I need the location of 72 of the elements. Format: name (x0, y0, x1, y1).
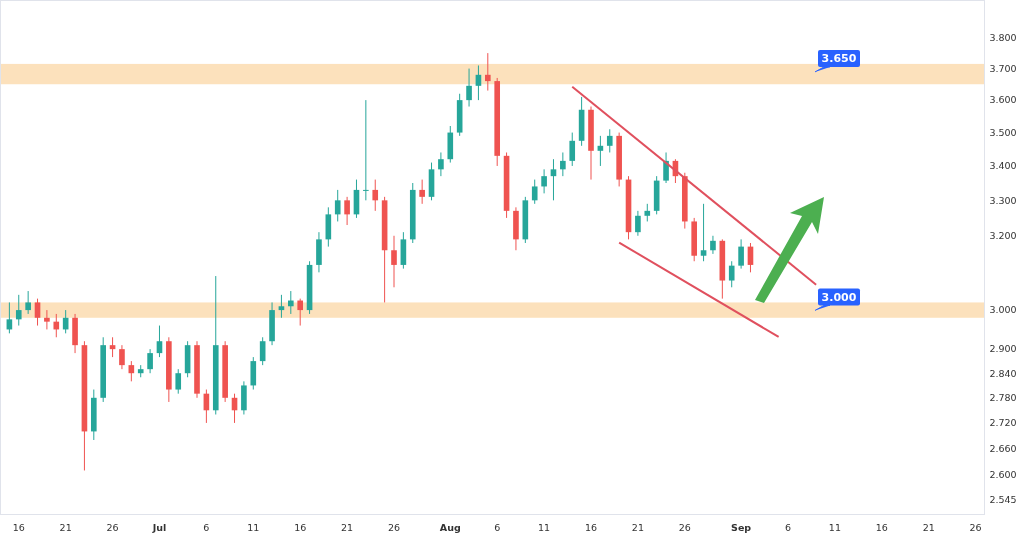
x-tick-label: 16 (294, 522, 307, 534)
candlestick (334, 189, 341, 222)
band-label: 3.650 (821, 52, 857, 66)
y-tick-label: 3.700 (989, 62, 1017, 74)
candlestick (663, 151, 669, 184)
candlestick (25, 290, 31, 315)
x-tick-label: 26 (387, 522, 401, 534)
y-tick-label: 3.800 (989, 32, 1017, 44)
y-tick-label: 3.300 (989, 194, 1017, 206)
candlestick (710, 235, 716, 255)
y-tick-label: 2.600 (989, 469, 1017, 481)
x-tick-label: 6 (784, 522, 792, 534)
x-tick-label: Jul (151, 522, 167, 534)
x-tick-label: 16 (584, 522, 598, 534)
x-tick-label: 26 (969, 522, 982, 534)
x-tick-label: 21 (922, 522, 935, 534)
y-tick-label: 2.780 (989, 392, 1017, 404)
candlestick (569, 132, 576, 167)
candlestick (297, 298, 303, 327)
candlestick (466, 68, 472, 108)
x-tick-label: 26 (106, 522, 119, 534)
y-tick-label: 3.200 (989, 230, 1017, 242)
candlestick (156, 325, 163, 358)
y-tick-label: 2.900 (989, 343, 1017, 355)
candlestick (738, 238, 744, 270)
x-tick-label: Sep (731, 522, 752, 534)
candlestick (15, 294, 22, 327)
x-tick-label: 11 (247, 522, 260, 534)
candlestick (550, 158, 557, 201)
candlestick (44, 309, 50, 330)
candlestick (560, 151, 566, 177)
x-tick-label: Aug (439, 522, 461, 534)
candlestick (419, 179, 425, 205)
y-tick-label: 3.400 (989, 160, 1017, 172)
candlestick (728, 260, 735, 288)
x-tick-label: 6 (494, 522, 501, 534)
candlestick (363, 99, 369, 201)
candlestick (175, 368, 182, 395)
candlestick (541, 168, 547, 194)
candlestick (147, 348, 153, 374)
candlestick (485, 52, 491, 92)
y-tick-label: 2.660 (989, 442, 1017, 454)
y-tick-label: 3.600 (989, 94, 1017, 106)
band-label: 3.000 (821, 290, 857, 304)
candlestick (606, 128, 613, 153)
candlestick (109, 336, 116, 358)
y-tick-label: 2.840 (989, 367, 1017, 379)
x-tick-label: 21 (341, 522, 354, 534)
candlestick (531, 179, 538, 205)
candlestick (288, 290, 294, 315)
candlestick (635, 210, 641, 237)
candlestick (119, 344, 125, 370)
candlestick (53, 313, 60, 338)
x-tick-label: 11 (828, 522, 841, 534)
candlestick (344, 196, 350, 226)
x-tick-label: 16 (875, 522, 888, 534)
candlestick (34, 298, 41, 327)
x-tick-label: 6 (203, 522, 210, 534)
candlestick (391, 235, 397, 288)
y-tick-label: 2.545 (989, 493, 1017, 505)
x-tick-label: 21 (631, 522, 644, 534)
y-tick-label: 3.000 (989, 304, 1017, 316)
x-tick-label: 16 (12, 522, 25, 534)
x-tick-label: 26 (678, 522, 691, 534)
x-tick-label: 21 (59, 522, 72, 534)
y-tick-label: 3.500 (989, 126, 1017, 138)
y-tick-label: 2.720 (989, 417, 1017, 429)
candlestick (372, 179, 379, 212)
candlestick (438, 151, 444, 177)
candlestick (700, 203, 707, 262)
x-tick-label: 11 (538, 522, 551, 534)
candlestick (278, 294, 285, 319)
